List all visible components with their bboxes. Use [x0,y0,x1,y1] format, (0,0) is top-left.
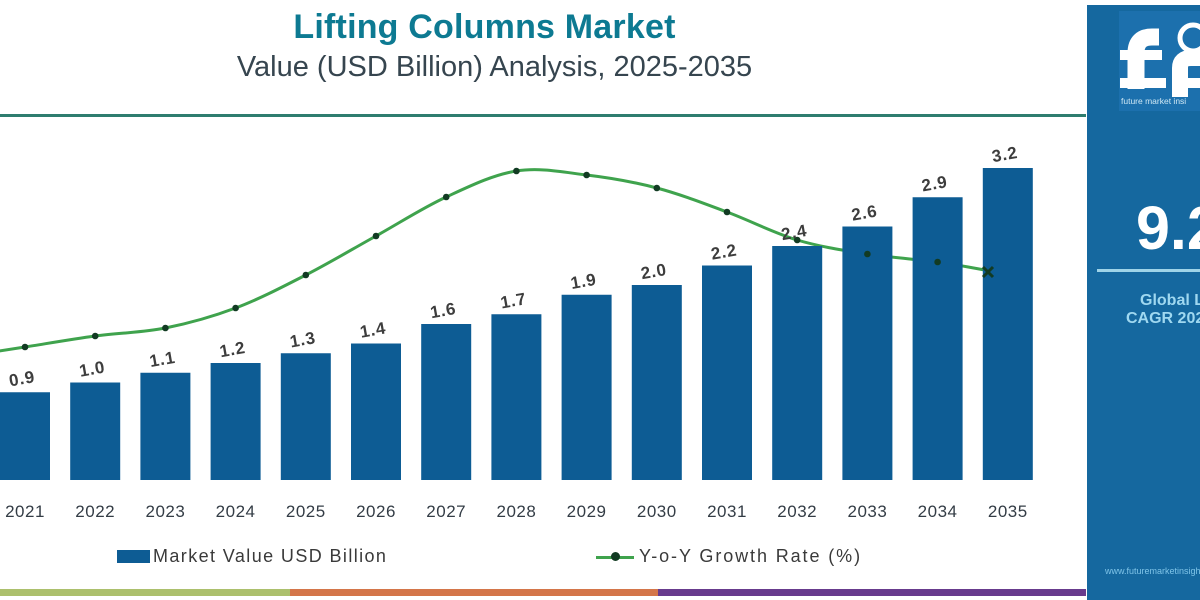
svg-text:2023: 2023 [145,502,185,521]
svg-text:2026: 2026 [356,502,396,521]
svg-text:2029: 2029 [567,502,607,521]
svg-text:2027: 2027 [426,502,466,521]
svg-text:1.2: 1.2 [218,338,247,361]
svg-text:2031: 2031 [707,502,747,521]
svg-text:2033: 2033 [847,502,887,521]
svg-text:1.0: 1.0 [78,357,107,380]
svg-text:2022: 2022 [75,502,115,521]
svg-text:1.4: 1.4 [359,318,388,341]
svg-text:1.7: 1.7 [499,289,528,312]
svg-text:2024: 2024 [216,502,256,521]
svg-text:2028: 2028 [496,502,536,521]
svg-text:2034: 2034 [918,502,958,521]
svg-text:2021: 2021 [5,502,45,521]
svg-text:future market insi: future market insi [1121,96,1186,106]
svg-text:1.3: 1.3 [288,328,317,351]
svg-text:2.2: 2.2 [710,240,739,263]
svg-text:2.6: 2.6 [850,201,879,224]
svg-text:2.0: 2.0 [639,260,668,283]
svg-text:2032: 2032 [777,502,817,521]
svg-text:2035: 2035 [988,502,1028,521]
svg-text:2.4: 2.4 [780,221,809,244]
svg-text:1.1: 1.1 [148,348,177,371]
svg-text:0.9: 0.9 [8,367,37,390]
svg-text:1.6: 1.6 [429,299,458,322]
svg-text:3.2: 3.2 [990,143,1019,166]
svg-text:2030: 2030 [637,502,677,521]
svg-text:2025: 2025 [286,502,326,521]
svg-text:2.9: 2.9 [920,172,949,195]
svg-text:1.9: 1.9 [569,270,598,293]
